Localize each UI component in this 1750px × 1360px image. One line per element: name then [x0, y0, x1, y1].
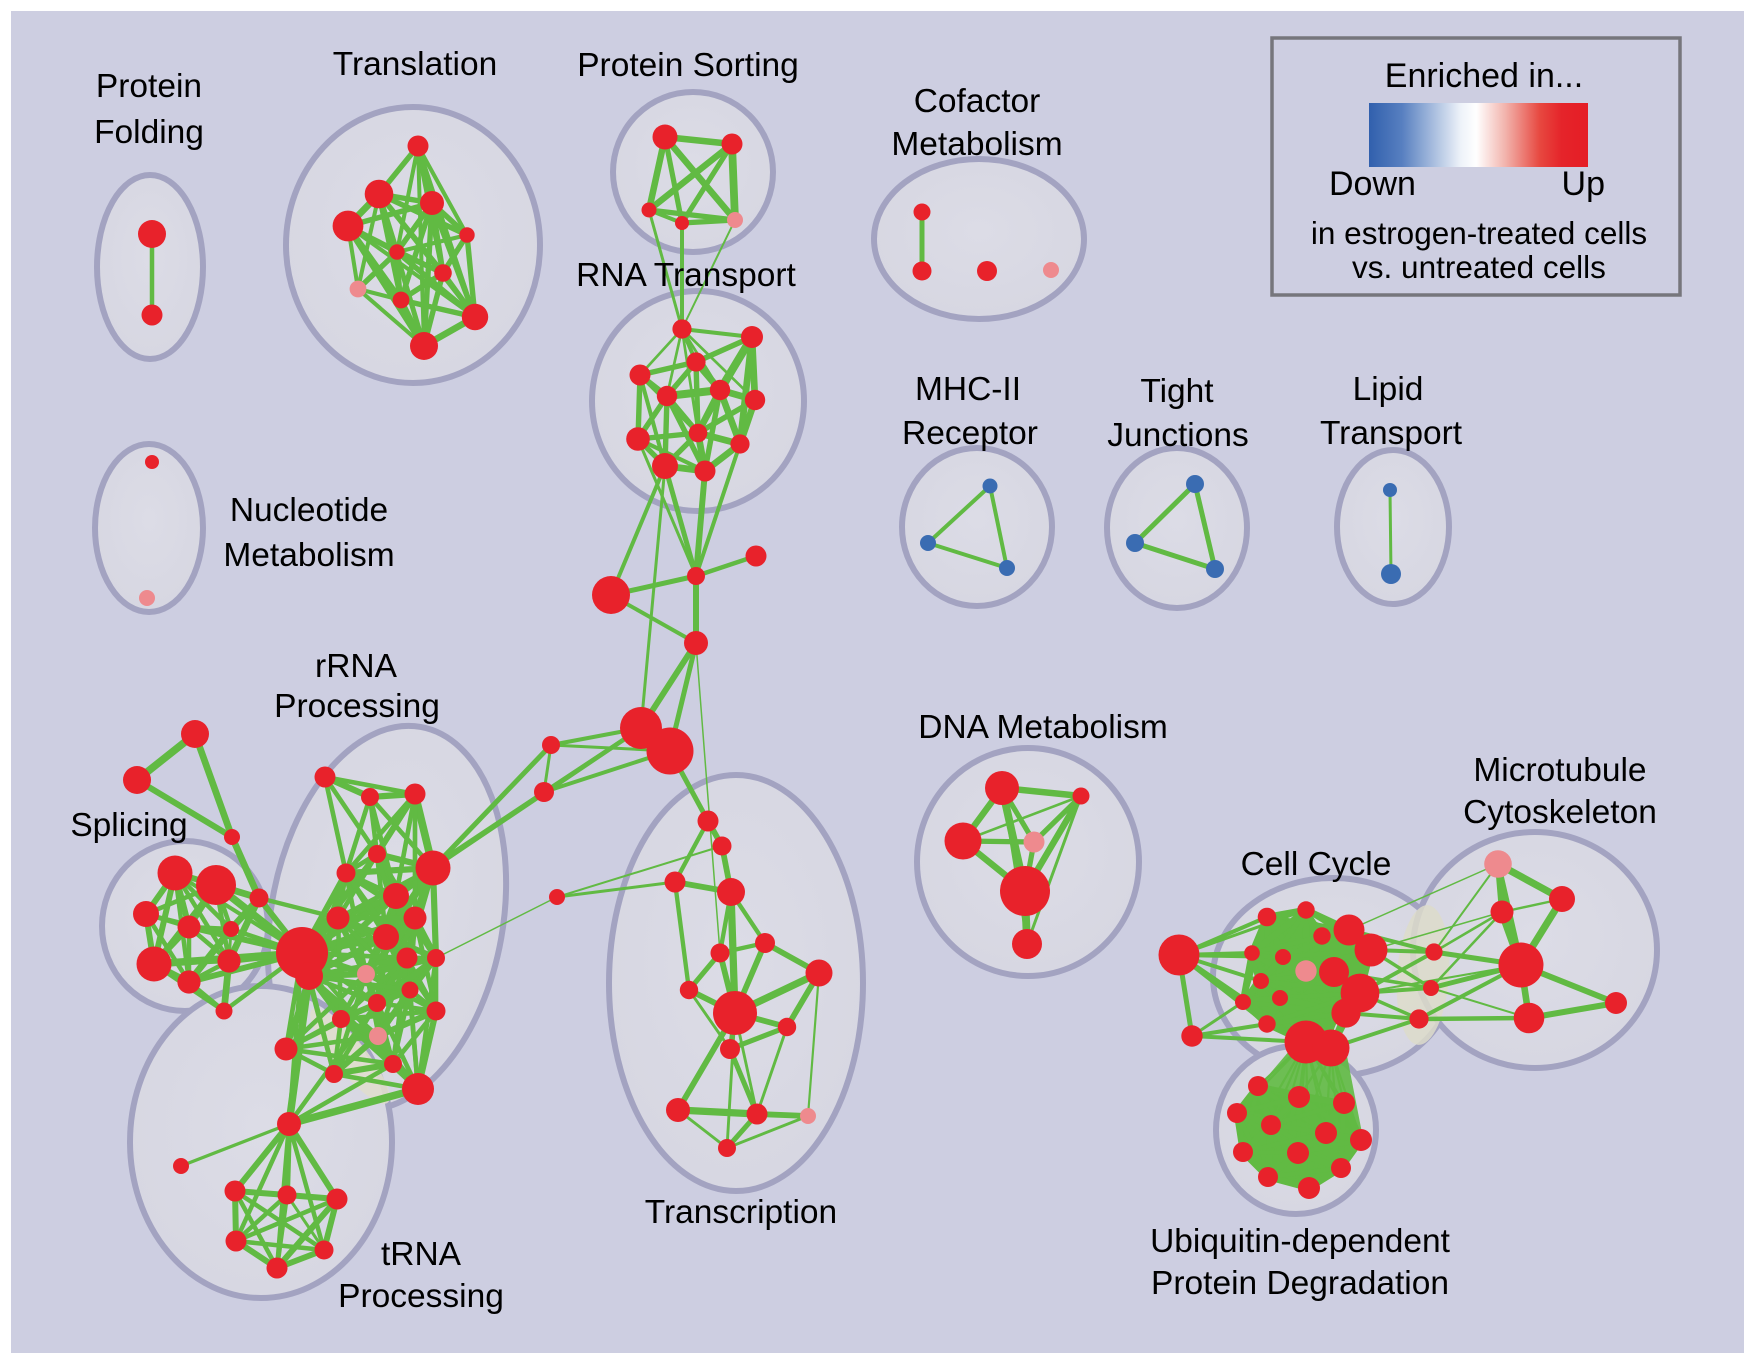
svg-text:Cell Cycle: Cell Cycle	[1241, 846, 1392, 883]
svg-text:Up: Up	[1562, 165, 1605, 203]
svg-text:Enriched in...: Enriched in...	[1385, 57, 1583, 95]
svg-text:Processing: Processing	[338, 1278, 504, 1315]
svg-text:Lipid: Lipid	[1353, 371, 1424, 408]
svg-text:DNA Metabolism: DNA Metabolism	[918, 709, 1167, 746]
svg-text:in estrogen-treated cells: in estrogen-treated cells	[1311, 215, 1647, 251]
svg-text:Tight: Tight	[1140, 373, 1214, 410]
svg-text:MHC-II: MHC-II	[915, 371, 1021, 408]
svg-text:Cytoskeleton: Cytoskeleton	[1463, 794, 1657, 831]
svg-text:Cofactor: Cofactor	[914, 83, 1041, 120]
svg-text:Junctions: Junctions	[1107, 417, 1249, 454]
svg-text:Microtubule: Microtubule	[1473, 752, 1646, 789]
svg-text:Translation: Translation	[333, 46, 497, 83]
svg-text:RNA Transport: RNA Transport	[576, 257, 796, 294]
svg-text:Transcription: Transcription	[645, 1194, 837, 1231]
svg-text:Folding: Folding	[94, 114, 204, 151]
svg-text:Ubiquitin-dependent: Ubiquitin-dependent	[1150, 1223, 1451, 1260]
svg-text:Metabolism: Metabolism	[223, 537, 394, 574]
svg-text:Nucleotide: Nucleotide	[230, 492, 388, 529]
svg-text:vs. untreated cells: vs. untreated cells	[1352, 249, 1606, 285]
svg-text:Protein Degradation: Protein Degradation	[1151, 1265, 1449, 1302]
svg-text:Splicing: Splicing	[70, 807, 187, 844]
svg-text:Down: Down	[1329, 165, 1416, 203]
svg-text:Receptor: Receptor	[902, 415, 1038, 452]
svg-text:Metabolism: Metabolism	[891, 126, 1062, 163]
svg-text:Protein Sorting: Protein Sorting	[577, 47, 799, 84]
svg-text:Transport: Transport	[1320, 415, 1463, 452]
svg-text:rRNA: rRNA	[315, 648, 398, 685]
svg-text:Processing: Processing	[274, 688, 440, 725]
svg-text:Protein: Protein	[96, 68, 202, 105]
svg-text:tRNA: tRNA	[381, 1236, 462, 1273]
